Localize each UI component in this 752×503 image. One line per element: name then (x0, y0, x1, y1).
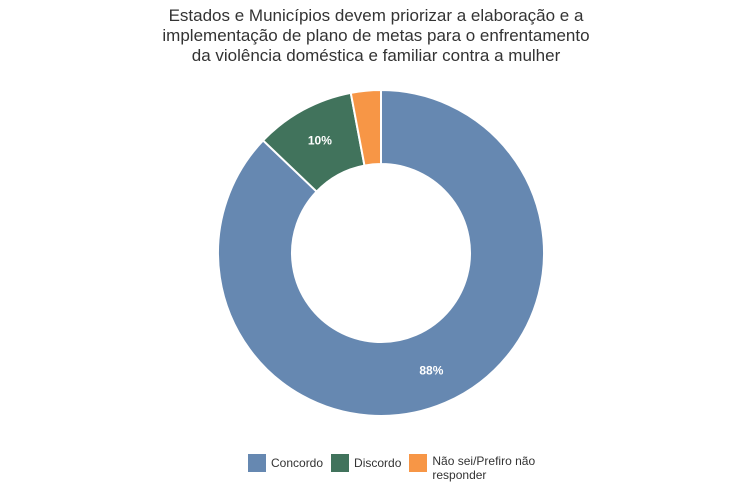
chart-title: Estados e Municípios devem priorizar a e… (0, 6, 752, 66)
legend-swatch (248, 454, 266, 472)
legend-item-nao-sei: Não sei/Prefiro não responder (409, 454, 544, 482)
legend-item-concordo: Concordo (248, 454, 323, 472)
chart-legend: Concordo Discordo Não sei/Prefiro não re… (248, 454, 552, 482)
legend-label: Discordo (354, 456, 402, 470)
pie-slice-n-o-sei-prefiro-n-o-responder (349, 88, 382, 167)
pie-slice-concordo (217, 88, 545, 417)
chart-title-line: implementação de plano de metas para o e… (162, 26, 590, 45)
legend-item-discordo: Discordo (331, 454, 401, 472)
slice-data-label: 10% (308, 134, 332, 148)
legend-label: Concordo (271, 456, 324, 470)
legend-swatch (409, 454, 428, 472)
legend-swatch (331, 454, 350, 472)
slice-data-label: 88% (419, 364, 443, 378)
chart-title-line: Estados e Municípios devem priorizar a e… (168, 6, 584, 25)
legend-label: Não sei/Prefiro não responder (432, 454, 536, 482)
chart-title-line: da violência doméstica e familiar contra… (191, 46, 561, 65)
